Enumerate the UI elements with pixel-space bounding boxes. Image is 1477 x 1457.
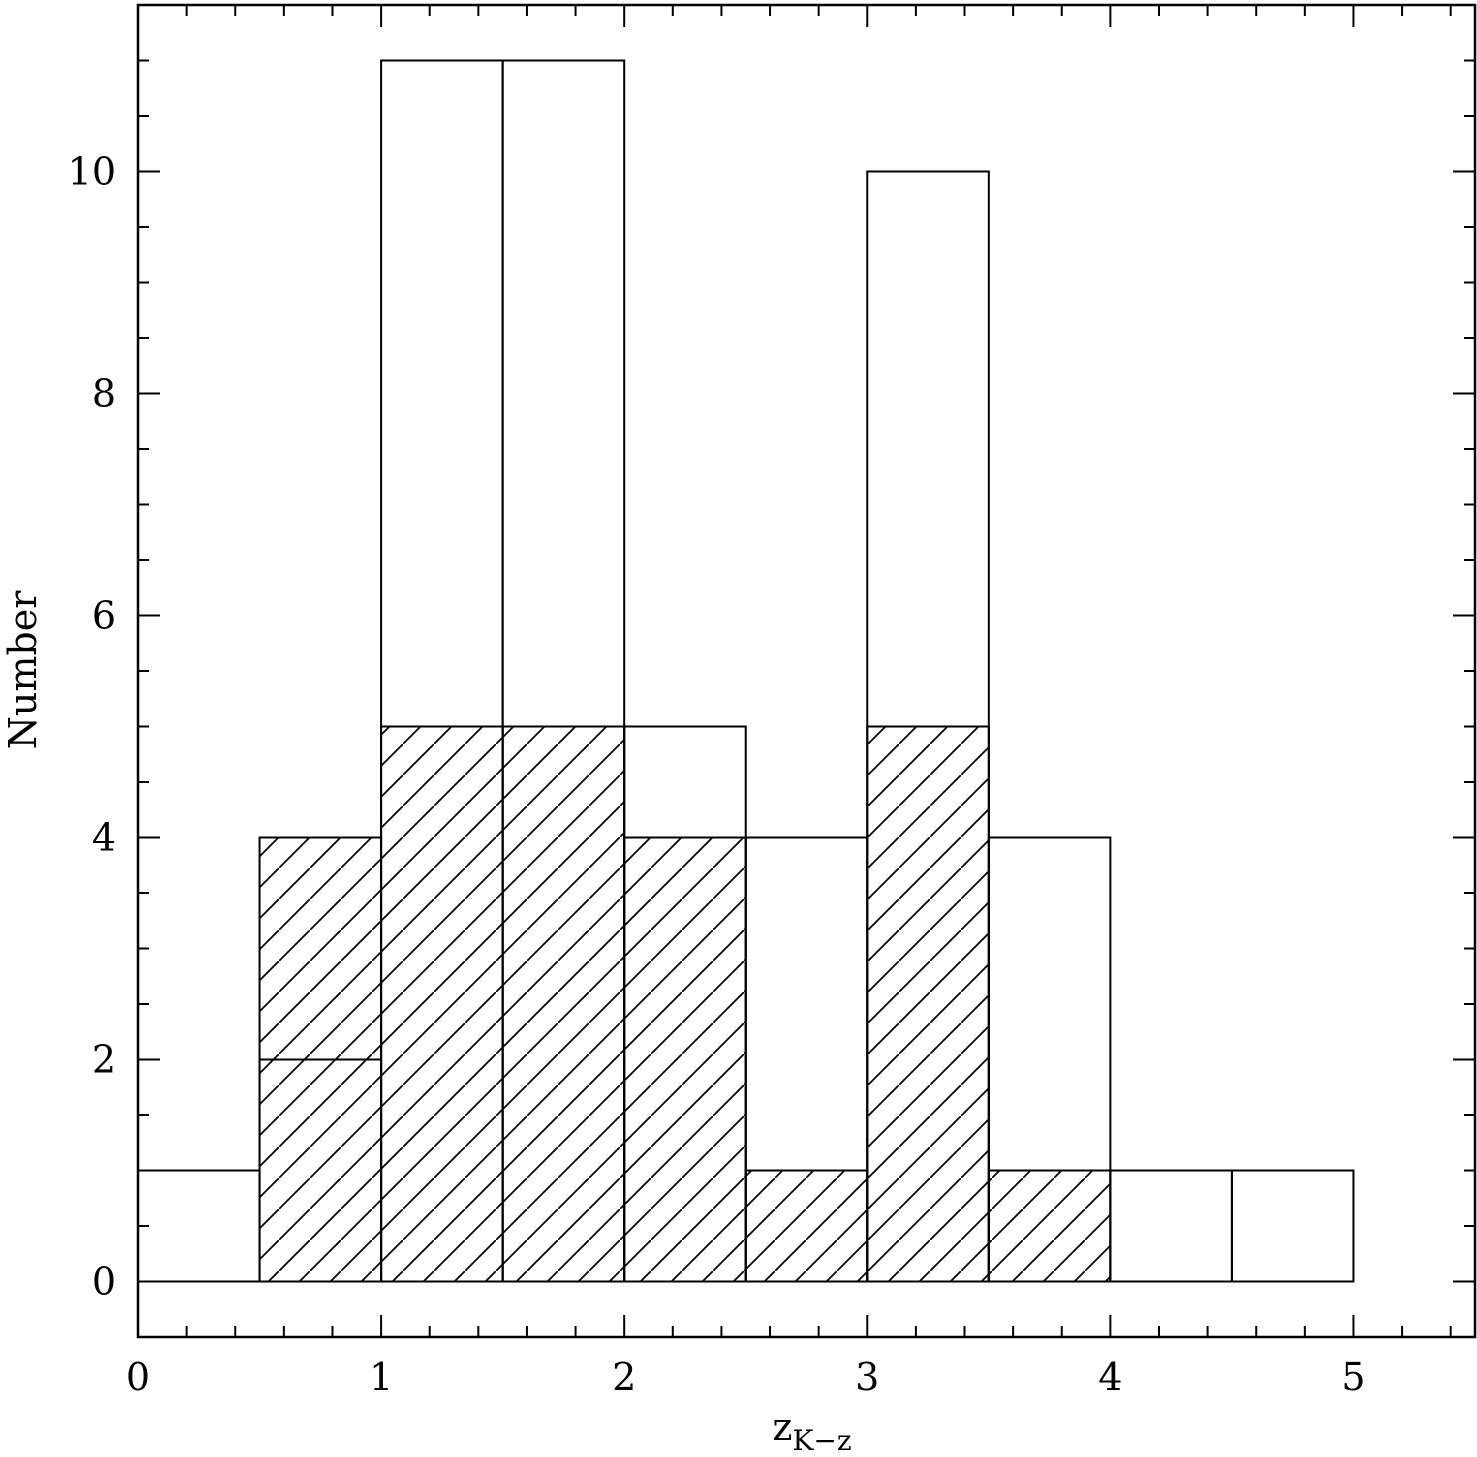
- bar: [1109, 1169, 1233, 1283]
- bar: [1230, 1169, 1355, 1283]
- bar: [501, 59, 626, 1283]
- hatched-bar: [623, 836, 747, 1283]
- x-tick-label: 3: [855, 1355, 879, 1399]
- x-label-sub: K−z: [792, 1424, 851, 1457]
- x-tick-label: 0: [126, 1355, 150, 1399]
- y-tick-label: 2: [92, 1038, 116, 1082]
- x-tick-label: 4: [1098, 1355, 1122, 1399]
- hatched-bar: [380, 725, 504, 1283]
- y-tick-label: 10: [68, 150, 116, 194]
- bar: [137, 1169, 261, 1283]
- y-axis-label: Number: [1, 590, 45, 750]
- hatched-bar: [744, 1169, 869, 1283]
- x-tick-label: 2: [612, 1355, 636, 1399]
- x-tick-label: 5: [1341, 1355, 1365, 1399]
- x-label-main: z: [772, 1405, 792, 1449]
- hatched-bar: [987, 1169, 1112, 1283]
- hatched-bar: [501, 725, 626, 1283]
- x-tick-label: 1: [369, 1355, 393, 1399]
- hatched-bar: [866, 725, 990, 1283]
- bar: [987, 836, 1112, 1283]
- y-tick-label: 6: [92, 594, 116, 638]
- y-tick-label: 4: [92, 816, 116, 860]
- bar: [866, 170, 990, 1283]
- x-axis-label: zK−z: [772, 1405, 851, 1457]
- y-tick-label: 8: [92, 372, 116, 416]
- y-tick-label: 0: [92, 1260, 116, 1304]
